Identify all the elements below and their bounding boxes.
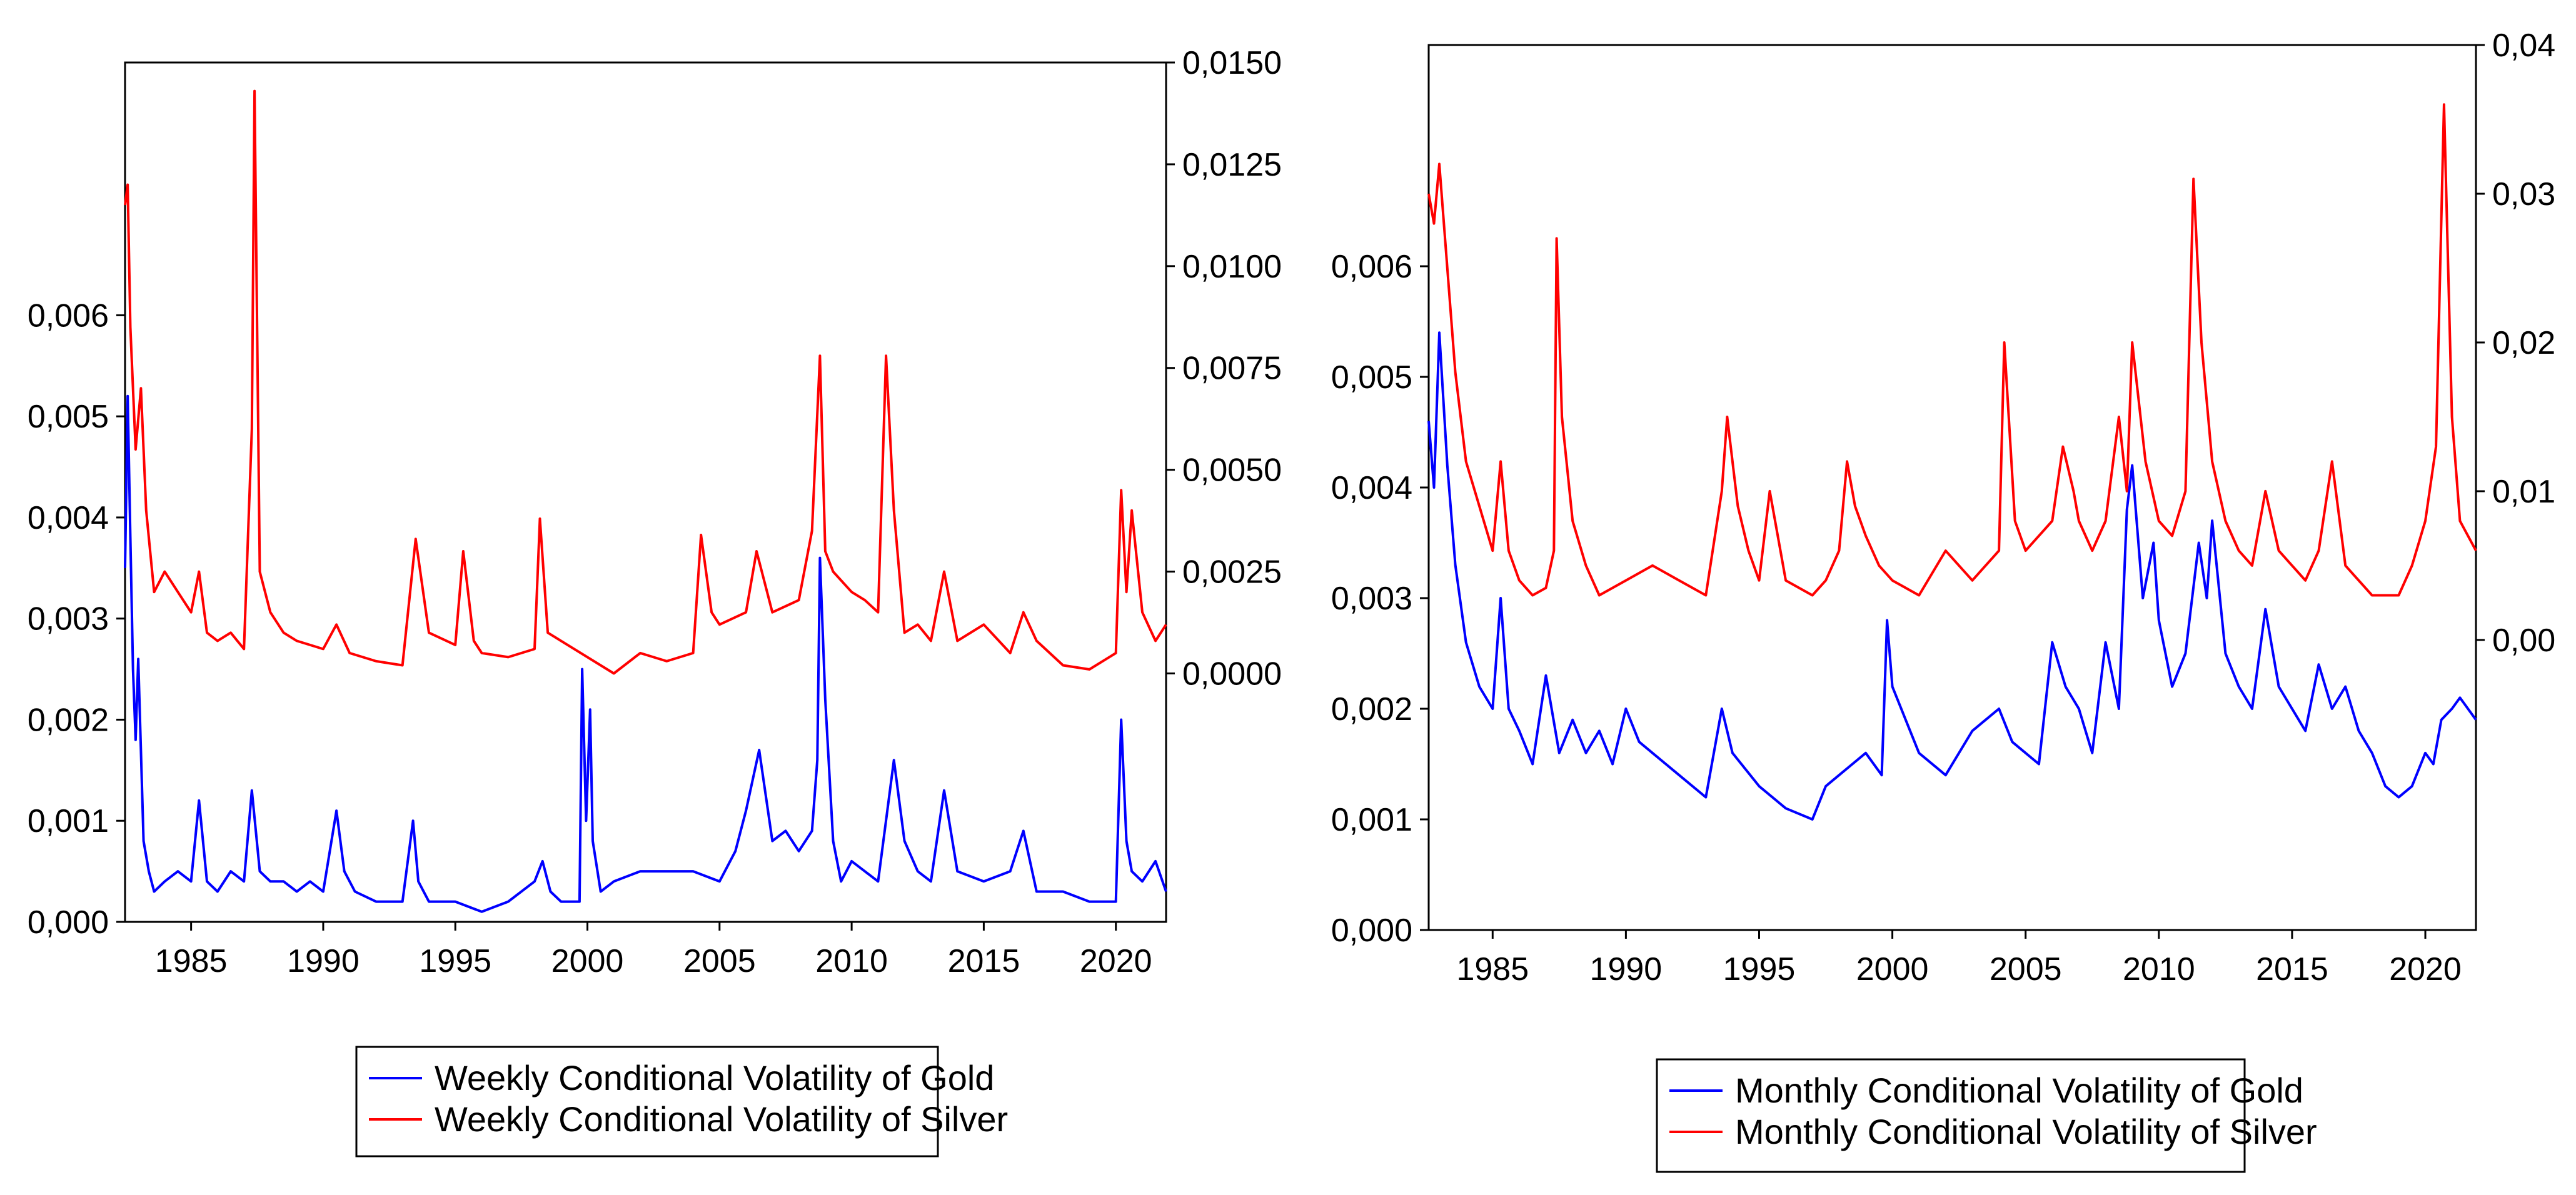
left-axis-tick-label: 0,001 bbox=[1331, 802, 1412, 838]
right-axis-tick-label: 0,0075 bbox=[1182, 351, 1282, 387]
right-axis-tick-label: 0,0100 bbox=[1182, 249, 1282, 285]
left-axis-tick-label: 0,005 bbox=[1331, 359, 1412, 396]
x-axis-tick-label: 2010 bbox=[2123, 951, 2195, 988]
x-axis-tick-label: 1990 bbox=[287, 943, 360, 979]
left-axis-tick-label: 0,004 bbox=[1331, 470, 1412, 506]
right-axis-tick-label: 0,0125 bbox=[1182, 147, 1282, 183]
legend-entry: Monthly Conditional Volatility of Gold bbox=[1735, 1071, 2303, 1110]
left-axis-tick-label: 0,004 bbox=[28, 500, 109, 536]
left-axis-tick-label: 0,006 bbox=[1331, 249, 1412, 285]
right-axis-tick-label: 0,00 bbox=[2492, 622, 2555, 659]
left-axis-tick-label: 0,000 bbox=[1331, 912, 1412, 949]
x-axis-tick-label: 1985 bbox=[1456, 951, 1529, 988]
left-axis-tick-label: 0,001 bbox=[28, 803, 109, 839]
x-axis-tick-label: 1995 bbox=[1723, 951, 1796, 988]
x-axis-tick-label: 1995 bbox=[419, 943, 491, 979]
left-axis-tick-label: 0,005 bbox=[28, 399, 109, 435]
plot-frame bbox=[1427, 44, 2477, 931]
x-axis-tick-label: 2000 bbox=[551, 943, 624, 979]
legend-box bbox=[355, 1046, 939, 1158]
x-axis-tick-label: 2010 bbox=[815, 943, 888, 979]
left-axis-tick-label: 0,006 bbox=[28, 298, 109, 334]
x-axis-tick-label: 2020 bbox=[1080, 943, 1152, 979]
left-axis-tick-label: 0,002 bbox=[1331, 691, 1412, 728]
left-axis-tick-label: 0,003 bbox=[28, 601, 109, 638]
right-axis-tick-label: 0,0150 bbox=[1182, 45, 1282, 81]
silver-volatility-line bbox=[124, 89, 1167, 675]
x-axis-tick-label: 2000 bbox=[1856, 951, 1929, 988]
left-axis-tick-label: 0,002 bbox=[28, 702, 109, 738]
plot-frame bbox=[124, 61, 1167, 923]
right-axis-tick-label: 0,0025 bbox=[1182, 554, 1282, 591]
x-axis-tick-label: 2005 bbox=[683, 943, 756, 979]
left-axis-tick-label: 0,003 bbox=[1331, 581, 1412, 617]
legend-box bbox=[1656, 1058, 2246, 1173]
left-axis-tick-label: 0,000 bbox=[28, 904, 109, 941]
monthly-volatility-chart: 0,000 0,001 0,002 0,003 0,004 0,005 0,006 0,00 0… bbox=[1331, 28, 2555, 1173]
x-axis-tick-label: 2005 bbox=[1990, 951, 2062, 988]
right-axis-tick-label: 0,04 bbox=[2492, 28, 2555, 64]
legend-entry: Weekly Conditional Volatility of Silver bbox=[435, 1099, 1008, 1139]
right-axis-tick-label: 0,02 bbox=[2492, 325, 2555, 361]
x-axis-tick-label: 2015 bbox=[948, 943, 1020, 979]
weekly-volatility-chart: 0,000 0,001 0,002 0,003 0,004 0,005 0,006 0,000… bbox=[28, 45, 1282, 1158]
right-axis-tick-label: 0,03 bbox=[2492, 176, 2555, 212]
legend-entry: Weekly Conditional Volatility of Gold bbox=[435, 1058, 994, 1098]
right-axis-tick-label: 0,0000 bbox=[1182, 656, 1282, 692]
x-axis-tick-label: 1990 bbox=[1590, 951, 1663, 988]
gold-volatility-line bbox=[124, 394, 1167, 913]
gold-volatility-line bbox=[1427, 331, 2477, 821]
x-axis-tick-label: 1985 bbox=[155, 943, 228, 979]
legend-entry: Monthly Conditional Volatility of Silver bbox=[1735, 1112, 2317, 1151]
silver-volatility-line bbox=[1427, 103, 2477, 597]
right-axis-tick-label: 0,01 bbox=[2492, 474, 2555, 510]
x-axis-tick-label: 2020 bbox=[2389, 951, 2462, 988]
right-axis-tick-label: 0,0050 bbox=[1182, 452, 1282, 489]
x-axis-tick-label: 2015 bbox=[2256, 951, 2328, 988]
